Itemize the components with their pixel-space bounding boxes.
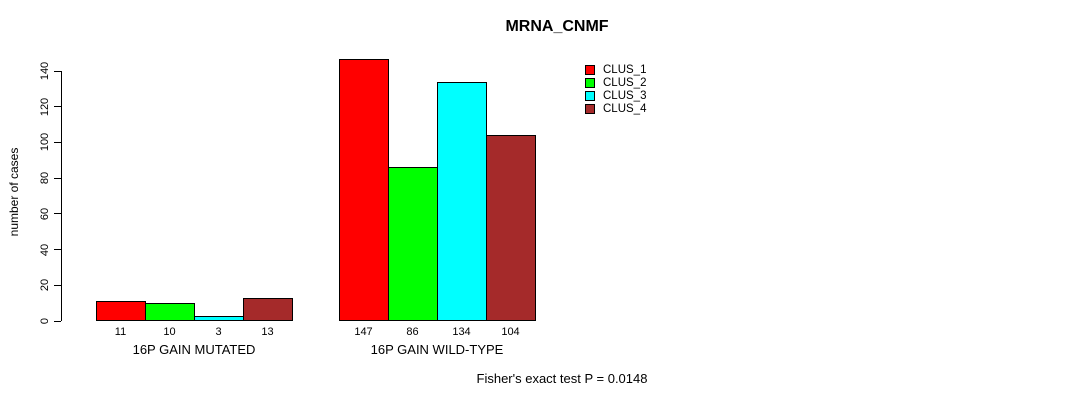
y-axis-tick-label: 0	[39, 317, 51, 325]
bar-value-label: 147	[354, 326, 373, 338]
stat-annotation: Fisher's exact test P = 0.0148	[476, 371, 648, 386]
legend-swatch-icon	[585, 103, 595, 114]
y-axis-title: number of cases	[7, 147, 21, 237]
x-category-label: 16P GAIN WILD-TYPE	[370, 342, 504, 357]
x-category-label: 16P GAIN MUTATED	[132, 342, 256, 357]
bar-value-label: 134	[452, 326, 471, 338]
y-axis-tick-label: 20	[39, 279, 51, 292]
legend-row: CLUS_1	[585, 63, 646, 76]
y-axis-tick	[54, 141, 61, 143]
bar	[437, 81, 487, 321]
legend-label: CLUS_4	[603, 102, 647, 115]
y-axis-tick-label: 120	[39, 97, 51, 116]
bar	[96, 301, 146, 321]
bar	[243, 297, 293, 321]
legend-label: CLUS_1	[603, 63, 647, 76]
bar-value-label: 10	[163, 326, 176, 338]
bar-value-label: 104	[501, 326, 520, 338]
legend: CLUS_1 CLUS_2 CLUS_3 CLUS_4	[585, 63, 646, 115]
y-axis-tick-label: 80	[39, 172, 51, 185]
y-axis-tick	[54, 213, 61, 215]
legend-swatch-icon	[585, 90, 595, 101]
bar-value-label: 3	[215, 326, 222, 338]
legend-row: CLUS_3	[585, 89, 646, 102]
y-axis-tick	[54, 320, 61, 322]
bar-value-label: 13	[261, 326, 274, 338]
y-axis-tick-label: 100	[39, 133, 51, 152]
bar	[388, 167, 438, 321]
legend-label: CLUS_3	[603, 89, 647, 102]
legend-row: CLUS_2	[585, 76, 646, 89]
bar-value-label: 11	[114, 326, 127, 338]
y-axis-tick	[54, 249, 61, 251]
legend-row: CLUS_4	[585, 102, 646, 115]
y-axis-tick	[54, 70, 61, 72]
y-axis-tick-label: 40	[39, 243, 51, 256]
bar	[145, 303, 195, 321]
legend-swatch-icon	[585, 77, 595, 88]
legend-label: CLUS_2	[603, 76, 647, 89]
y-axis-line	[61, 71, 62, 321]
y-axis-tick-label: 60	[39, 207, 51, 220]
bar	[339, 58, 389, 321]
bar	[194, 315, 244, 321]
y-axis-tick	[54, 177, 61, 179]
y-axis-tick	[54, 284, 61, 286]
y-axis-tick-label: 140	[39, 61, 51, 81]
chart-title: MRNA_CNMF	[505, 18, 609, 35]
bar	[486, 135, 536, 321]
legend-swatch-icon	[585, 64, 595, 75]
y-axis-tick	[54, 106, 61, 108]
bar-value-label: 86	[406, 326, 419, 338]
